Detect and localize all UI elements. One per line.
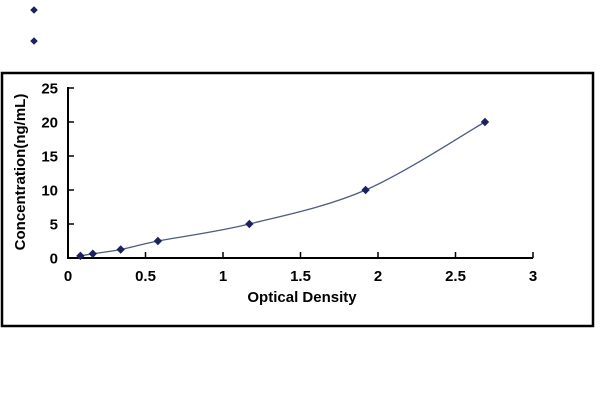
y-tick-label: 0 [50, 250, 58, 267]
data-point-diamond-icon [116, 245, 125, 254]
stray-diamond-icon [30, 37, 38, 45]
x-tick-label: 2 [374, 268, 382, 285]
data-point-diamond-icon [245, 219, 254, 229]
plot-frame [0, 71, 595, 328]
data-point-diamond-icon [153, 236, 163, 246]
stray-diamond-icon [30, 6, 38, 14]
y-tick-label: 5 [50, 216, 58, 233]
y-tick-label: 20 [41, 114, 58, 131]
x-tick-label: 0.5 [135, 268, 156, 285]
x-tick-label: 2.5 [445, 268, 466, 285]
x-tick-label: 1.5 [290, 268, 311, 285]
x-tick-label: 1 [219, 268, 227, 285]
y-axis-title: Concentration(ng/mL) [12, 93, 29, 251]
data-point-diamond-icon [480, 117, 490, 127]
data-point-diamond-icon [88, 249, 97, 258]
y-tick-label: 15 [41, 148, 58, 165]
x-tick-label: 0 [64, 268, 72, 285]
y-tick-label: 25 [41, 80, 58, 97]
data-point-diamond-icon [361, 185, 370, 195]
y-tick-label: 10 [41, 182, 58, 199]
x-axis-title: Optical Density [247, 289, 357, 306]
data-point-diamond-icon [76, 251, 85, 261]
x-tick-label: 3 [529, 268, 537, 285]
